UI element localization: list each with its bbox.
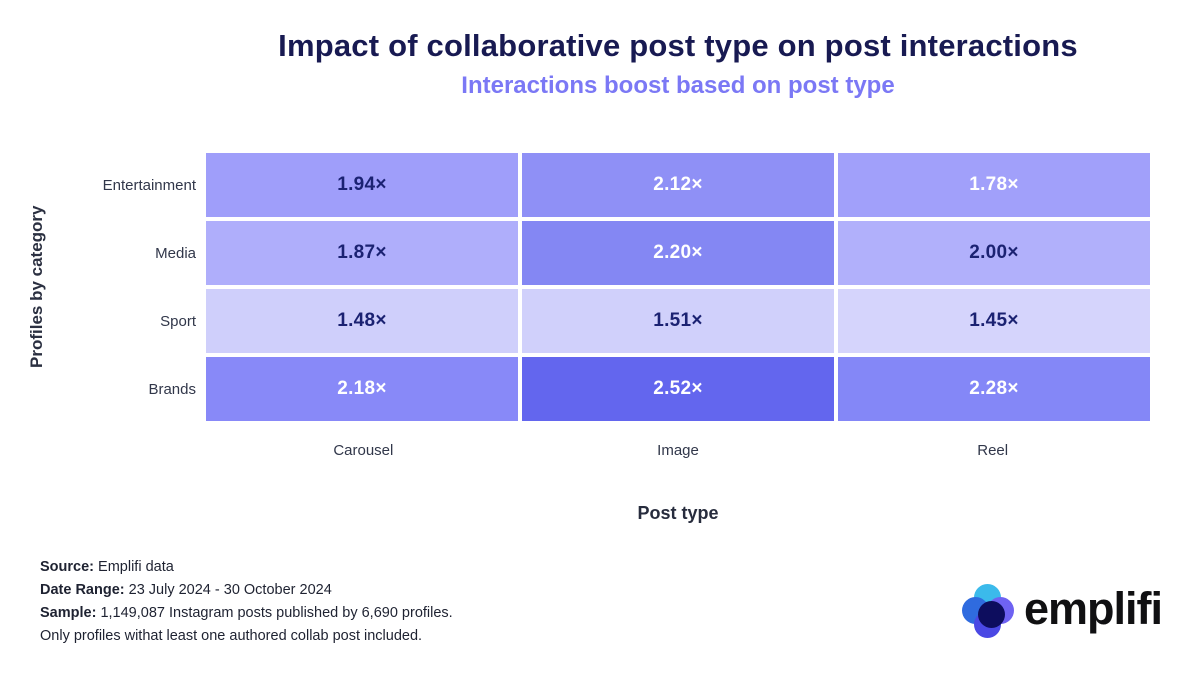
footer-line: Source: Emplifi data (40, 559, 174, 575)
x-axis-title: Post type (637, 503, 719, 523)
footer-line: Sample: 1,149,087 Instagram posts publis… (40, 605, 453, 621)
heatmap-cell: 2.52× (522, 357, 834, 421)
row-labels: Entertainment Media Sport Brands (58, 153, 196, 421)
col-label: Image (657, 442, 699, 459)
col-label: Reel (977, 442, 1009, 459)
row-label: Sport (160, 312, 196, 330)
heatmap-grid: 1.94× 2.12× 1.78× 1.87× 2.20× 2.00× 1.48× 1.51×… (206, 153, 1150, 421)
footer-notes: Source: Emplifi data Date Range: 23 July … (40, 556, 453, 648)
footer-line-label: Source: (40, 559, 94, 575)
chart-header: Impact of collaborative post type on pos… (206, 28, 1150, 100)
footer-line-label: Sample: (40, 605, 97, 621)
col-label: Carousel (333, 442, 394, 459)
heatmap-cell: 2.12× (522, 153, 834, 217)
row-label: Brands (148, 380, 196, 398)
heatmap-cell: 2.20× (522, 221, 834, 285)
heatmap-cell: 1.78× (838, 153, 1150, 217)
emplifi-logo: emplifi (962, 582, 1163, 638)
footer-line-label: Date Range: (40, 582, 125, 598)
heatmap-cell: 2.28× (838, 357, 1150, 421)
emplifi-logo-icon (962, 584, 1014, 638)
heatmap-cell: 1.94× (206, 153, 518, 217)
heatmap-cell: 1.45× (838, 289, 1150, 353)
emplifi-wordmark: emplifi (1024, 582, 1163, 634)
y-axis-title: Profiles by category (27, 205, 46, 369)
row-label: Entertainment (102, 176, 196, 194)
heatmap-cell: 1.87× (206, 221, 518, 285)
footer-line: Date Range: 23 July 2024 - 30 October 20… (40, 582, 332, 598)
chart-subtitle: Interactions boost based on post type (461, 72, 895, 99)
heatmap-cell: 1.48× (206, 289, 518, 353)
logo-center-square (978, 601, 1005, 628)
heatmap-cell: 2.00× (838, 221, 1150, 285)
heatmap-cell: 1.51× (522, 289, 834, 353)
row-label: Media (155, 244, 196, 262)
heatmap-cell: 2.18× (206, 357, 518, 421)
footer-line: Only profiles withat least one authored … (40, 628, 423, 644)
chart-title: Impact of collaborative post type on pos… (278, 28, 1078, 63)
col-labels: Carousel Image Reel (206, 442, 1150, 459)
